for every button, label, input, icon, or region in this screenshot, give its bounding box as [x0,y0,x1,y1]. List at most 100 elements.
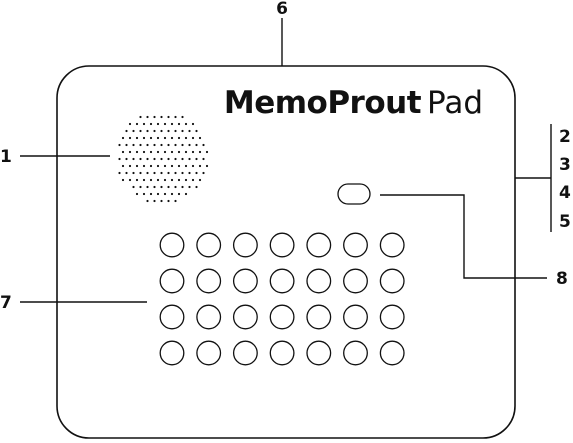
speaker-hole [184,150,188,154]
keypad-key[interactable] [232,304,258,330]
keypad-key[interactable] [269,268,295,294]
keypad-key[interactable] [196,232,222,258]
speaker-hole [160,115,163,119]
callout-4: 4 [559,183,571,203]
speaker-hole [181,157,184,161]
speaker-hole [142,150,146,154]
keypad-key[interactable] [379,268,405,294]
keypad-key[interactable] [196,304,222,330]
speaker-hole [191,136,195,140]
speaker-hole [181,115,184,119]
keypad-key[interactable] [343,304,368,330]
speaker-hole [188,185,191,189]
speaker-hole [198,150,202,154]
speaker-hole [170,150,174,154]
callout-7: 7 [0,293,12,313]
speaker-hole [170,122,174,126]
speaker-hole [163,164,167,168]
keypad-key[interactable] [159,232,185,258]
speaker-hole [121,136,125,140]
keypad-key[interactable] [343,340,368,366]
speaker-hole [167,185,170,189]
speaker-hole [188,157,191,161]
keypad-key[interactable] [379,232,405,258]
speaker-hole [188,143,191,147]
keypad-key[interactable] [306,268,332,294]
keypad-key[interactable] [269,340,295,366]
speaker-hole [125,157,128,161]
keypad-key[interactable] [232,340,258,366]
speaker-hole [149,178,153,182]
speaker-hole [135,164,139,168]
speaker-hole [160,129,163,133]
speaker-hole [160,199,163,203]
speaker-hole [181,185,184,189]
speaker-hole [174,199,177,203]
keypad-key[interactable] [269,232,295,258]
speaker-hole [139,129,142,133]
speaker-hole [139,171,142,175]
speaker-hole [142,192,146,196]
keypad-key[interactable] [306,304,332,330]
speaker-hole [128,150,132,154]
speaker-hole [188,129,191,133]
keypad-key[interactable] [159,304,185,330]
speaker-hole [181,143,184,147]
speaker-hole [198,178,202,182]
speaker-hole [135,122,139,126]
speaker-hole [163,178,167,182]
speaker-hole [153,115,156,119]
keypad-key[interactable] [159,268,185,294]
speaker-hole [177,164,181,168]
keypad-key[interactable] [196,268,222,294]
speaker-hole [153,143,156,147]
speaker-hole [135,150,139,154]
keypad-key[interactable] [343,232,368,258]
speaker-hole [184,164,188,168]
keypad-key[interactable] [269,304,295,330]
speaker-hole [142,164,146,168]
speaker-hole [146,115,149,119]
keypad-key[interactable] [196,340,222,366]
speaker-hole [121,164,125,168]
keypad-key[interactable] [306,232,332,258]
keypad-key[interactable] [379,340,405,366]
speaker-hole [128,178,132,182]
speaker-hole [156,164,160,168]
pill-button[interactable] [337,183,371,205]
callout-3: 3 [559,155,571,175]
keypad-key[interactable] [232,232,258,258]
speaker-hole [202,143,205,147]
speaker-hole [153,157,156,161]
speaker-hole [149,122,153,126]
speaker-hole [139,115,142,119]
speaker-hole [167,129,170,133]
speaker-hole [149,136,153,140]
speaker-hole [184,192,188,196]
keypad-key[interactable] [379,304,405,330]
speaker-hole [170,192,174,196]
speaker-hole [184,178,188,182]
speaker-hole [132,185,135,189]
speaker-hole [125,143,128,147]
keypad-key[interactable] [232,268,258,294]
speaker-hole [118,171,121,175]
speaker-hole [135,136,139,140]
speaker-hole [153,129,156,133]
speaker-hole [170,178,174,182]
speaker-hole [156,122,160,126]
callout-5: 5 [559,212,571,232]
brand-name-bold: MemoProut [224,85,422,121]
keypad-key[interactable] [159,340,185,366]
brand-name-light: Pad [427,85,483,121]
keypad-key[interactable] [343,268,368,294]
speaker-hole [174,143,177,147]
speaker-hole [163,136,167,140]
speaker-hole [191,164,195,168]
speaker-hole [163,192,167,196]
speaker-hole [156,136,160,140]
speaker-hole [205,164,209,168]
speaker-hole [174,171,177,175]
keypad-key[interactable] [306,340,332,366]
speaker-hole [156,150,160,154]
